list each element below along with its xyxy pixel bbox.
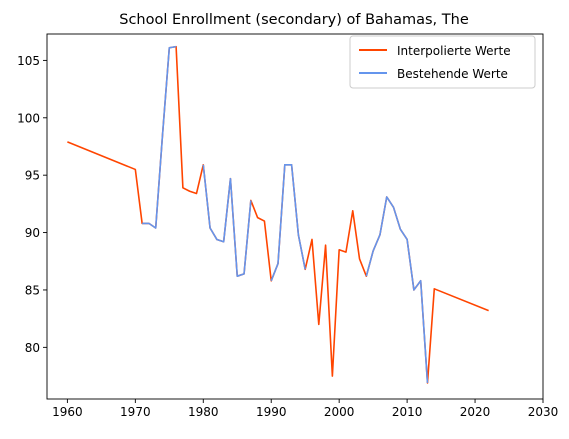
y-tick-label: 90 — [25, 226, 40, 240]
x-tick-label: 2000 — [324, 405, 355, 419]
series-layer — [67, 45, 489, 384]
y-tick-label: 80 — [25, 341, 40, 355]
axes-layer: 1960 1970 1980 1990 2000 2010 2020 2030 80 85 90 95… — [17, 33, 559, 419]
x-tick-label: 1980 — [188, 405, 219, 419]
x-tick-label: 1960 — [52, 405, 83, 419]
y-tick-label: 100 — [17, 111, 40, 125]
legend-label-existing: Bestehende Werte — [397, 67, 508, 81]
x-tick-label: 1990 — [256, 405, 287, 419]
legend-label-interpolated: Interpolierte Werte — [397, 44, 511, 58]
x-tick-label: 1970 — [120, 405, 151, 419]
legend-frame — [349, 35, 536, 89]
legend: Interpolierte Werte Bestehende Werte — [349, 35, 536, 89]
y-tick-label: 105 — [17, 54, 40, 68]
chart-title: School Enrollment (secondary) of Bahamas… — [119, 12, 469, 28]
plot-frame — [46, 33, 544, 400]
x-tick-label: 2010 — [392, 405, 423, 419]
y-tick-label: 95 — [25, 169, 40, 183]
series-line-bestehende-werte — [142, 45, 429, 383]
x-tick-label: 2020 — [460, 405, 491, 419]
y-tick-label: 85 — [25, 283, 40, 297]
x-tick-label: 2030 — [528, 405, 559, 419]
